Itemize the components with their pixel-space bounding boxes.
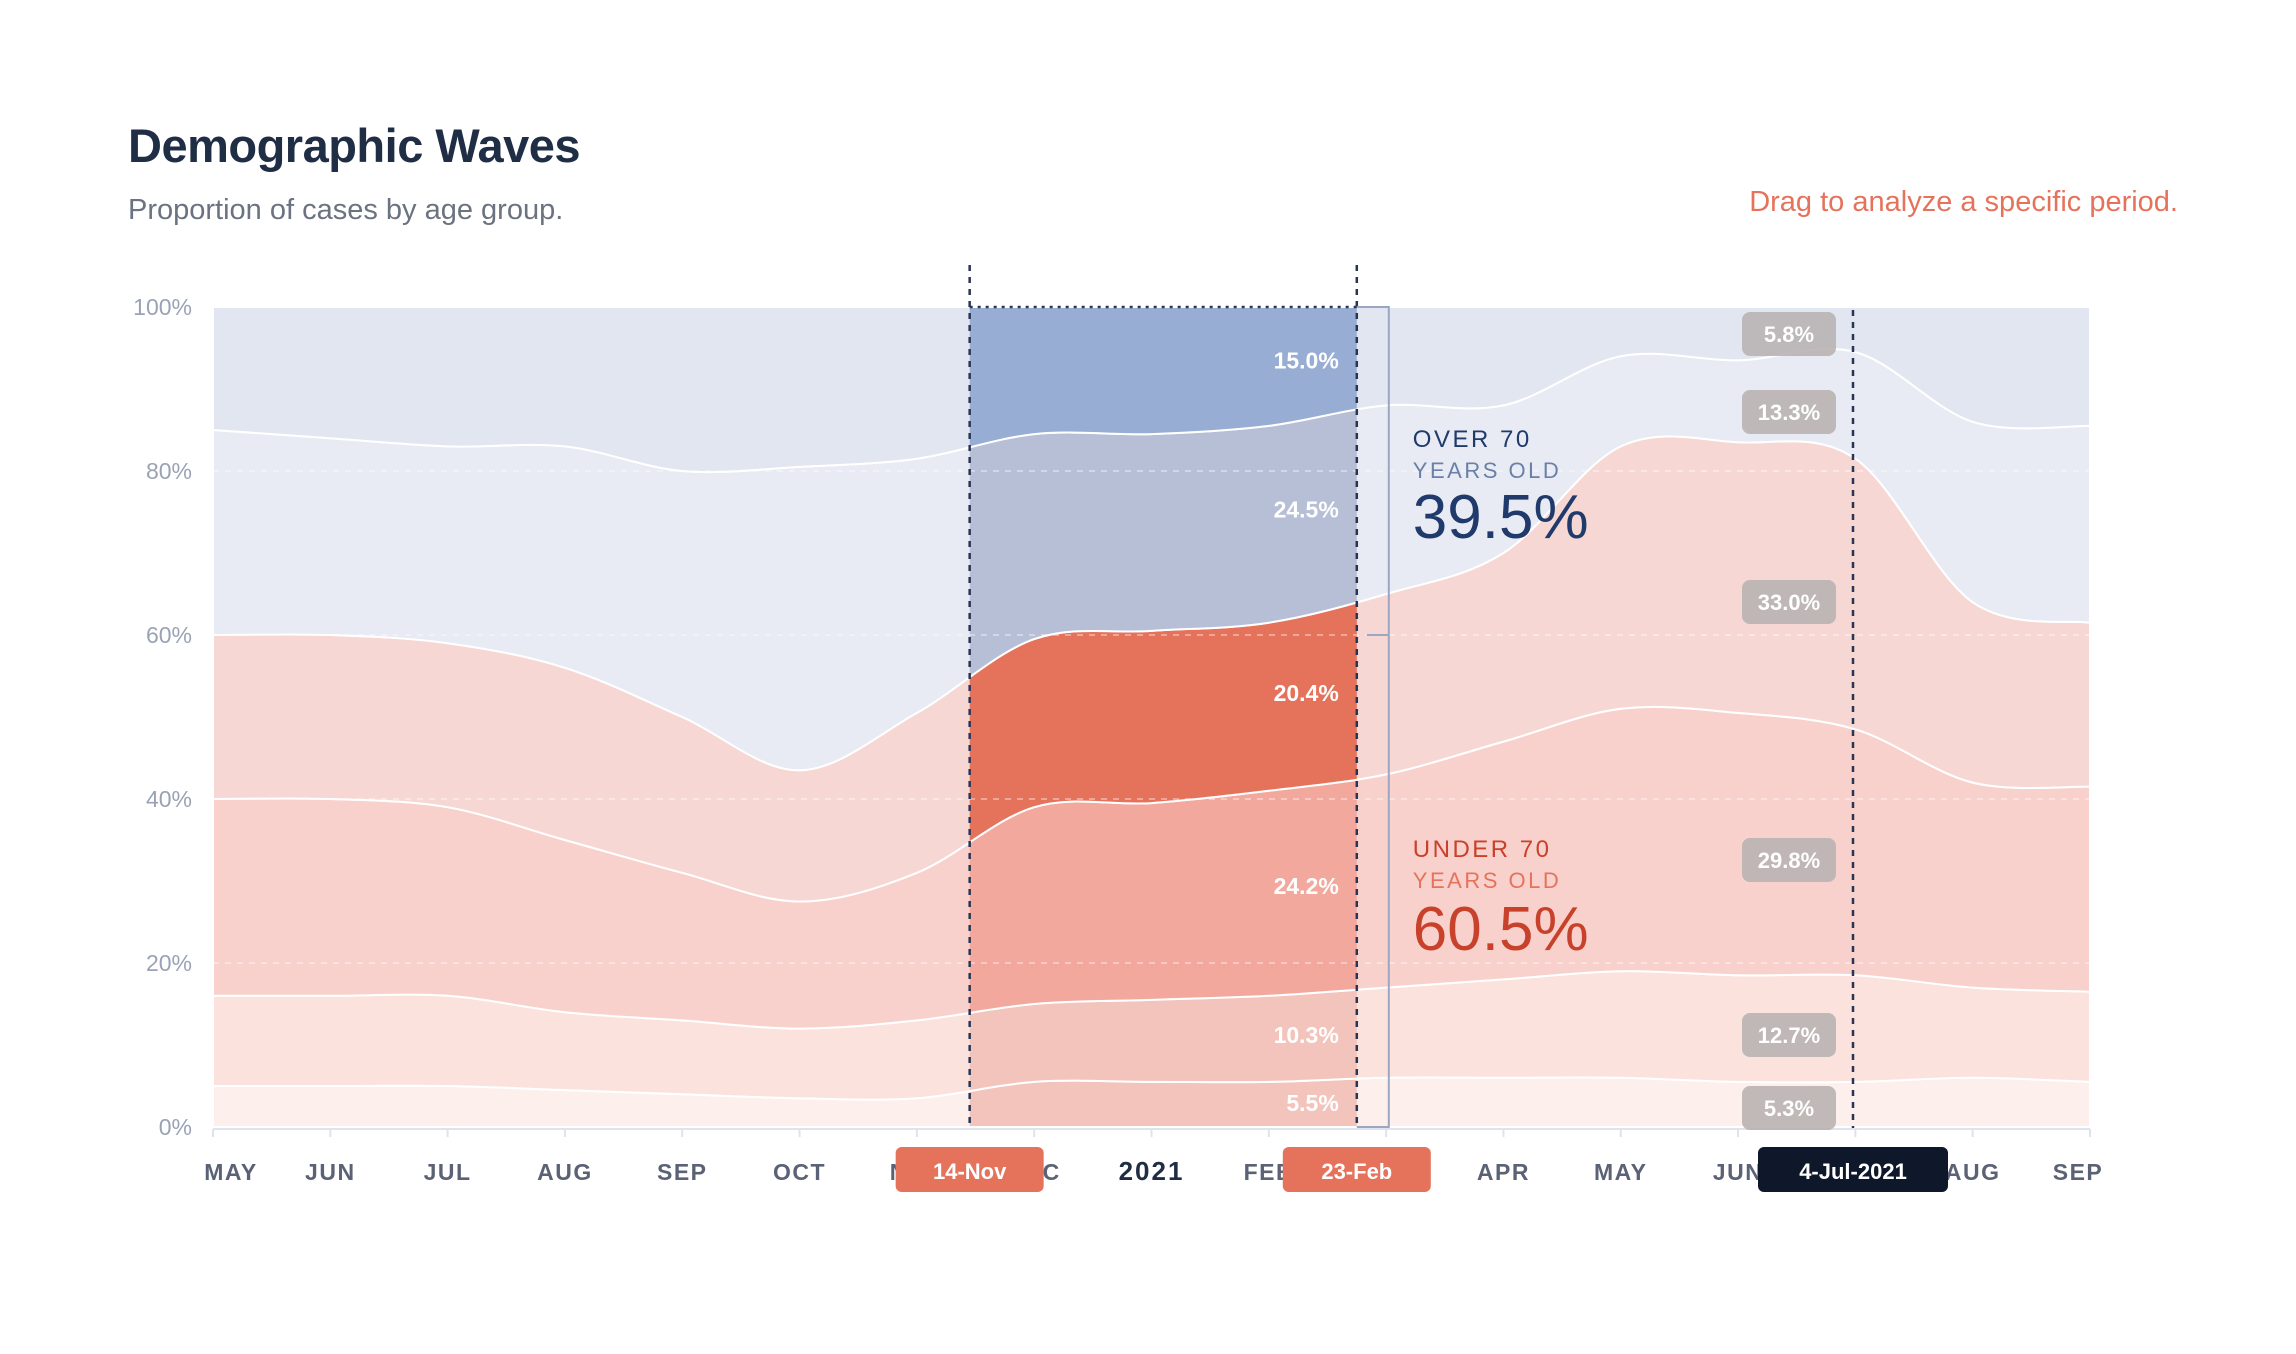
over70-sublabel: YEARS OLD — [1413, 458, 1561, 483]
x-tick-label: OCT — [773, 1159, 826, 1185]
hover-pill-value: 12.7% — [1758, 1023, 1820, 1048]
hover-pill — [1742, 390, 1836, 434]
hover-pill-value: 29.8% — [1758, 848, 1820, 873]
x-tick-label: APR — [1477, 1159, 1530, 1185]
hover-pill — [1742, 312, 1836, 356]
hover-pill — [1742, 1013, 1836, 1057]
hover-pill-value: 5.8% — [1764, 322, 1814, 347]
y-tick-label: 100% — [133, 294, 192, 320]
selected-band-4 — [969, 408, 1357, 679]
selected-band-0 — [969, 1077, 1357, 1127]
under70-label: UNDER 70 — [1413, 836, 1552, 863]
drag-hint: Drag to analyze a specific period. — [1749, 186, 2178, 218]
y-tick-label: 40% — [146, 786, 192, 812]
over70-label: OVER 70 — [1413, 426, 1532, 453]
selection-band-label: 10.3% — [1274, 1022, 1339, 1048]
selection-band-label: 24.2% — [1274, 873, 1339, 899]
selection-band-label: 24.5% — [1274, 497, 1339, 523]
x-tick-label: MAY — [1594, 1159, 1648, 1185]
selection-start-handle[interactable]: 14-Nov — [933, 1159, 1007, 1184]
selection-start-handle-bg[interactable] — [895, 1147, 1044, 1192]
hover-date-bg — [1758, 1147, 1948, 1192]
x-tick-label: 2021 — [1119, 1156, 1185, 1186]
x-tick-label: AUG — [1945, 1159, 2001, 1185]
hover-pill — [1742, 580, 1836, 624]
selected-band-2 — [969, 778, 1357, 1014]
hover-pill-value: 33.0% — [1758, 590, 1820, 615]
chart-subtitle: Proportion of cases by age group. — [128, 194, 564, 226]
x-tick-label: JUN — [305, 1159, 356, 1185]
selected-band-1 — [969, 988, 1357, 1093]
hover-pill-value: 13.3% — [1758, 400, 1820, 425]
x-tick-label: JUL — [424, 1159, 472, 1185]
under70-value: 60.5% — [1413, 895, 1589, 964]
hover-date-label: 4-Jul-2021 — [1799, 1159, 1907, 1184]
x-tick-label: MAY — [204, 1159, 258, 1185]
x-tick-label: AUG — [537, 1159, 593, 1185]
x-tick-label: SEP — [657, 1159, 708, 1185]
y-tick-label: 0% — [159, 1114, 192, 1140]
selection-end-handle[interactable]: 23-Feb — [1321, 1159, 1392, 1184]
selection-band-label: 5.5% — [1286, 1090, 1338, 1116]
selection-areas — [969, 307, 1357, 1127]
gridlines — [213, 306, 2090, 1128]
selection-band-label: 20.4% — [1274, 680, 1339, 706]
selected-band-5 — [969, 307, 1357, 449]
group-bracket — [1356, 306, 1390, 1128]
y-tick-label: 80% — [146, 458, 192, 484]
selected-band-3 — [969, 601, 1357, 844]
selection-band-label: 15.0% — [1274, 347, 1339, 373]
y-tick-label: 60% — [146, 622, 192, 648]
overlay: 5.5% 10.3% 24.2% 20.4% 24.5% 15.0% OVER 70 YEAR… — [895, 265, 1948, 1192]
under70-sublabel: YEARS OLD — [1413, 868, 1561, 893]
hover-pill — [1742, 1086, 1836, 1130]
x-tick-label: SEP — [2053, 1159, 2104, 1185]
selection-end-handle-bg[interactable] — [1282, 1147, 1431, 1192]
over70-value: 39.5% — [1413, 483, 1589, 552]
x-tick-label: JUN — [1713, 1159, 1764, 1185]
selection-bands — [969, 307, 1357, 1127]
hover-pill-value: 5.3% — [1764, 1096, 1814, 1121]
chart-title: Demographic Waves — [128, 119, 581, 172]
hover-pill — [1742, 838, 1836, 882]
y-tick-label: 20% — [146, 950, 192, 976]
